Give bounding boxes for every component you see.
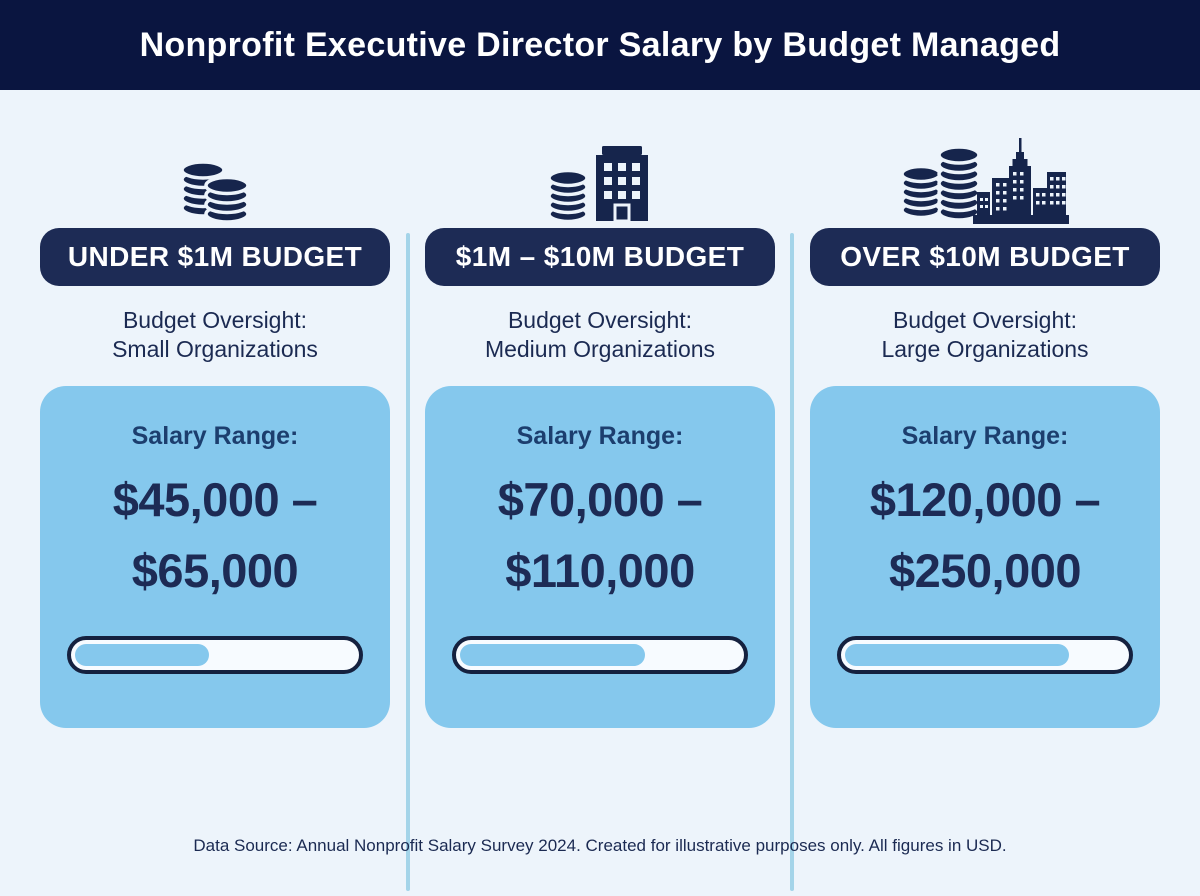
oversight-line1: Budget Oversight: — [892, 307, 1078, 333]
salary-card: Salary Range: $70,000 – $110,000 — [425, 386, 775, 728]
column-under-1m: UNDER $1M BUDGET Budget Oversight: Small… — [40, 128, 390, 728]
salary-range-value: $45,000 – $65,000 — [40, 465, 390, 606]
column-divider — [406, 233, 410, 891]
oversight-text: Budget Oversight: Small Organizations — [112, 306, 318, 368]
budget-tier-header: OVER $10M BUDGET — [810, 228, 1160, 286]
budget-tier-label: $1M – $10M BUDGET — [455, 241, 745, 272]
salary-max: $65,000 — [131, 543, 299, 597]
salary-progress-fill — [845, 644, 1069, 666]
infographic-board: UNDER $1M BUDGET Budget Oversight: Small… — [0, 90, 1200, 891]
salary-range-value: $120,000 – $250,000 — [810, 465, 1160, 606]
oversight-line1: Budget Oversight: — [122, 307, 308, 333]
salary-progress-bar — [837, 636, 1133, 674]
oversight-text: Budget Oversight: Large Organizations — [881, 306, 1088, 368]
oversight-text: Budget Oversight: Medium Organizations — [485, 306, 715, 368]
page-title: Nonprofit Executive Director Salary by B… — [139, 25, 1061, 64]
salary-min: $45,000 – — [112, 473, 318, 526]
salary-progress-fill — [75, 644, 210, 666]
salary-card: Salary Range: $120,000 – $250,000 — [810, 386, 1160, 728]
budget-tier-label: OVER $10M BUDGET — [840, 241, 1130, 272]
coins-icon — [176, 128, 254, 224]
salary-max: $250,000 — [888, 543, 1082, 597]
salary-min: $120,000 – — [869, 473, 1101, 526]
budget-tier-label: UNDER $1M BUDGET — [67, 241, 363, 272]
budget-tier-header: UNDER $1M BUDGET — [40, 228, 390, 286]
salary-min: $70,000 – — [497, 473, 703, 526]
coins-city-icon — [899, 128, 1071, 224]
oversight-line2: Medium Organizations — [484, 336, 716, 363]
budget-tier-header: $1M – $10M BUDGET — [425, 228, 775, 286]
salary-progress-bar — [67, 636, 363, 674]
data-source-note: Data Source: Annual Nonprofit Salary Sur… — [193, 836, 1007, 855]
salary-card: Salary Range: $45,000 – $65,000 — [40, 386, 390, 728]
salary-progress-fill — [460, 644, 645, 666]
salary-range-label: Salary Range: — [516, 422, 684, 450]
salary-range-value: $70,000 – $110,000 — [425, 465, 775, 606]
oversight-line2: Large Organizations — [881, 336, 1089, 363]
salary-progress-bar — [452, 636, 748, 674]
oversight-line1: Budget Oversight: — [507, 307, 693, 333]
salary-range-label: Salary Range: — [901, 422, 1069, 450]
oversight-line2: Small Organizations — [112, 336, 318, 363]
salary-range-label: Salary Range: — [131, 422, 299, 450]
coins-building-icon — [544, 128, 656, 224]
column-over-10m: OVER $10M BUDGET Budget Oversight: Large… — [810, 128, 1160, 728]
title-banner: Nonprofit Executive Director Salary by B… — [0, 0, 1200, 90]
column-1m-10m: $1M – $10M BUDGET Budget Oversight: Medi… — [425, 128, 775, 728]
salary-max: $110,000 — [505, 543, 695, 597]
column-divider — [790, 233, 794, 891]
columns-container: UNDER $1M BUDGET Budget Oversight: Small… — [40, 128, 1160, 728]
